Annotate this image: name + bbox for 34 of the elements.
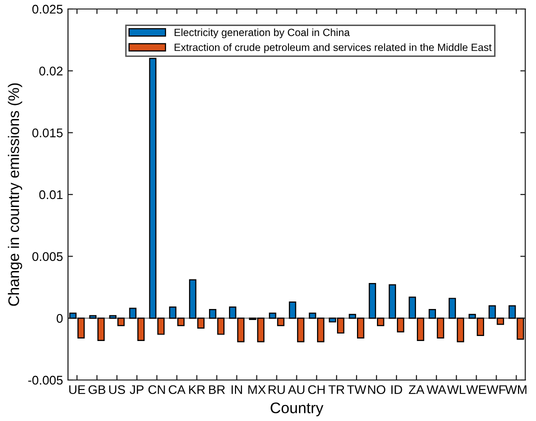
x-tick-label: WL: [447, 385, 466, 394]
x-tick-label: TW: [347, 385, 366, 394]
x-tick-label: CH: [308, 385, 325, 394]
x-tick-label: GB: [88, 385, 106, 394]
x-tick-label: JP: [130, 385, 144, 394]
legend-label: Extraction of crude petroleum and services related in the Middle East: [174, 43, 492, 54]
x-tick-label: CN: [148, 385, 165, 394]
x-tick-label: CA: [168, 385, 186, 394]
x-tick-label: ID: [391, 385, 402, 394]
x-tick-label: MX: [248, 385, 266, 394]
x-tick-label: US: [109, 385, 126, 394]
x-tick-label: WE: [466, 385, 486, 394]
y-tick-label: 0.01: [39, 190, 63, 200]
y-tick-label: -0.005: [28, 376, 63, 385]
x-tick-label: UE: [69, 385, 86, 394]
y-tick-label: 0.02: [39, 66, 63, 76]
y-tick-label: 0: [56, 314, 63, 323]
x-tick-label: BR: [209, 385, 225, 394]
x-tick-label: IN: [232, 385, 242, 394]
y-tick-label: 0.005: [32, 252, 63, 261]
y-tick-label: 0.015: [32, 128, 63, 138]
y-tick-label: 0.025: [32, 4, 63, 14]
x-tick-label: WF: [486, 385, 506, 394]
x-tick-label: KR: [189, 385, 205, 394]
x-tick-label: AU: [288, 385, 304, 394]
x-tick-label: TR: [328, 385, 344, 394]
y-axis-title: Change in country emissions (%): [8, 83, 22, 306]
legend-label: Electricity generation by Coal in China: [174, 28, 350, 38]
x-tick-label: WA: [426, 385, 446, 394]
x-tick-label: WM: [505, 385, 526, 394]
x-tick-label: NO: [368, 385, 386, 394]
x-tick-label: ZA: [408, 385, 424, 394]
x-tick-label: RU: [268, 385, 285, 394]
x-axis-title: Country: [270, 402, 324, 416]
